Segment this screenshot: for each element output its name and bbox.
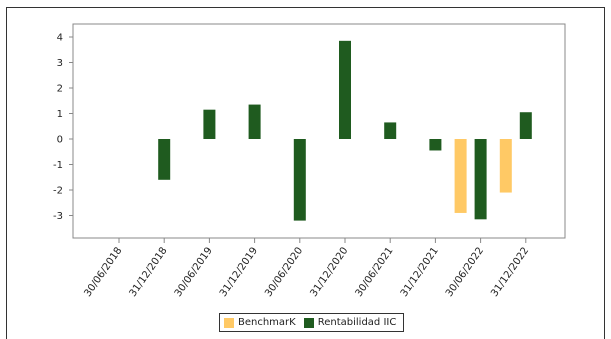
bar-rentabilidad <box>248 104 261 139</box>
bar-benchmark <box>499 139 512 193</box>
x-axis: 30/06/2018 31/12/2018 30/06/2019 31/12/2019… <box>82 238 531 299</box>
x-tick-label: 30/06/2018 <box>82 245 124 299</box>
bar-rentabilidad <box>429 139 442 151</box>
legend-label: Rentabilidad IIC <box>317 317 397 328</box>
bars <box>158 40 532 221</box>
y-tick-label: 4 <box>57 33 63 44</box>
legend-item: Rentabilidad IIC <box>303 317 397 328</box>
y-tick-label: -2 <box>53 186 63 197</box>
x-tick-label: 31/12/2018 <box>128 245 170 299</box>
x-tick-label: 31/12/2019 <box>218 245 260 299</box>
legend: BenchmarK Rentabilidad IIC <box>219 313 404 332</box>
bar-rentabilidad <box>519 112 532 139</box>
bar-rentabilidad <box>293 139 306 221</box>
x-tick-label: 30/06/2022 <box>444 245 486 299</box>
y-tick-label: 3 <box>57 58 63 69</box>
legend-label: BenchmarK <box>238 317 296 328</box>
x-tick-label: 31/12/2020 <box>308 245 350 299</box>
bar-rentabilidad <box>203 109 216 139</box>
x-tick-label: 30/06/2021 <box>354 245 396 299</box>
y-tick-label: 0 <box>57 135 63 146</box>
plot-area <box>72 23 566 239</box>
bar-benchmark <box>454 139 467 213</box>
bar-rentabilidad <box>339 40 351 140</box>
x-tick-label: 31/12/2022 <box>489 245 531 299</box>
y-tick-label: -3 <box>53 211 63 222</box>
x-tick-label: 30/06/2020 <box>263 245 305 299</box>
x-tick-label: 31/12/2021 <box>399 245 441 299</box>
legend-item: BenchmarK <box>224 317 296 328</box>
y-tick-label: 2 <box>57 84 63 95</box>
bar-rentabilidad <box>474 139 487 220</box>
legend-swatch <box>303 317 314 328</box>
bar-rentabilidad <box>384 122 397 139</box>
y-axis: 4 3 2 1 0 -1 -2 -3 <box>53 33 73 222</box>
bar-rentabilidad <box>158 139 171 180</box>
legend-swatch <box>224 317 234 328</box>
y-tick-label: -1 <box>53 160 63 171</box>
x-tick-label: 30/06/2019 <box>173 245 215 299</box>
y-tick-label: 1 <box>57 109 63 120</box>
